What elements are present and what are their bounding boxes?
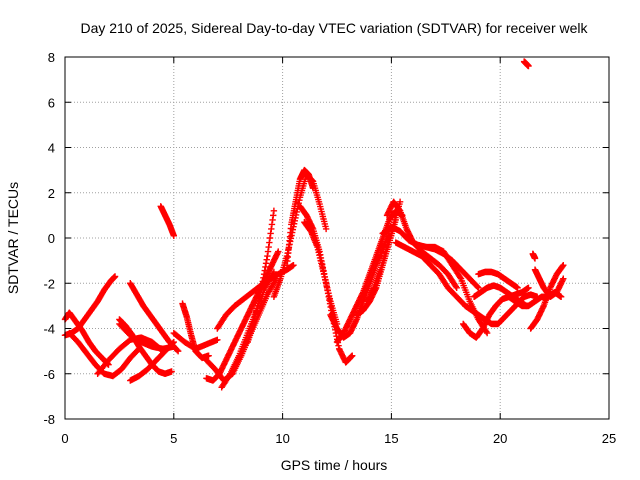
data-point xyxy=(174,347,181,354)
series-arc-21 xyxy=(327,230,393,341)
series-arc-27 xyxy=(392,239,469,310)
series-arc-16 xyxy=(244,207,278,346)
data-point xyxy=(483,328,490,335)
data-point xyxy=(453,284,460,291)
data-point xyxy=(170,232,177,239)
series-arc-35 xyxy=(531,266,567,301)
data-point xyxy=(309,185,317,192)
series-arc-15 xyxy=(218,268,278,391)
data-point xyxy=(474,283,481,291)
series-arc-8 xyxy=(116,320,177,353)
x-tick-label: 5 xyxy=(170,431,177,446)
y-tick-label: -2 xyxy=(43,276,55,291)
x-axis-label: GPS time / hours xyxy=(281,457,388,473)
data-point xyxy=(514,284,521,291)
data-point xyxy=(557,293,565,301)
series-arc-25 xyxy=(383,198,460,291)
data-point xyxy=(174,347,182,355)
data-point xyxy=(560,275,567,282)
data-point xyxy=(525,284,532,291)
x-tick-label: 15 xyxy=(384,431,398,446)
series-arc-5 xyxy=(116,316,175,377)
data-point xyxy=(214,336,221,344)
data-point xyxy=(475,284,482,291)
data-point xyxy=(396,198,404,205)
data-point xyxy=(525,62,532,70)
data-points xyxy=(61,58,567,391)
y-axis-label: SDTVAR / TECUs xyxy=(5,182,21,294)
grid xyxy=(65,57,609,419)
y-tick-label: -6 xyxy=(43,367,55,382)
x-tick-label: 0 xyxy=(61,431,68,446)
data-point xyxy=(483,329,491,337)
series-arc-20 xyxy=(301,218,341,328)
series-arc-37 xyxy=(520,58,532,70)
data-point xyxy=(452,283,460,290)
series-arc-11 xyxy=(170,329,221,353)
data-point xyxy=(290,261,297,269)
axis-ticks: 0 5 10 15 20 25 -8 -6 -4 -2 0 2 4 6 8 xyxy=(43,50,616,446)
series-arc-30 xyxy=(462,291,541,328)
data-point xyxy=(349,352,356,359)
series-arc-12 xyxy=(203,248,282,384)
data-point xyxy=(111,273,119,280)
series-arc-18 xyxy=(283,166,317,269)
series-arc-7 xyxy=(127,280,182,355)
y-tick-label: 0 xyxy=(48,231,55,246)
chart-title: Day 210 of 2025, Sidereal Day-to-day VTE… xyxy=(80,20,588,36)
data-point xyxy=(168,368,175,375)
data-point xyxy=(560,261,567,269)
data-point xyxy=(275,248,282,255)
data-point xyxy=(270,268,278,276)
data-point xyxy=(531,255,539,262)
series-arc-14 xyxy=(214,261,297,332)
y-tick-label: -4 xyxy=(43,322,55,337)
series-arc-32 xyxy=(475,268,521,291)
x-tick-label: 25 xyxy=(602,431,616,446)
data-point xyxy=(456,274,464,281)
data-point xyxy=(205,352,212,359)
series-arc-9 xyxy=(157,203,177,239)
y-tick-label: -8 xyxy=(43,412,55,427)
data-point xyxy=(322,225,330,233)
data-point xyxy=(270,207,278,215)
x-tick-label: 10 xyxy=(275,431,289,446)
data-point xyxy=(170,343,177,350)
x-tick-label: 20 xyxy=(493,431,507,446)
y-tick-label: 2 xyxy=(48,186,55,201)
series-arc-36 xyxy=(529,250,539,262)
y-tick-label: 8 xyxy=(48,50,55,65)
y-tick-label: 4 xyxy=(48,141,55,156)
y-tick-label: 6 xyxy=(48,95,55,110)
